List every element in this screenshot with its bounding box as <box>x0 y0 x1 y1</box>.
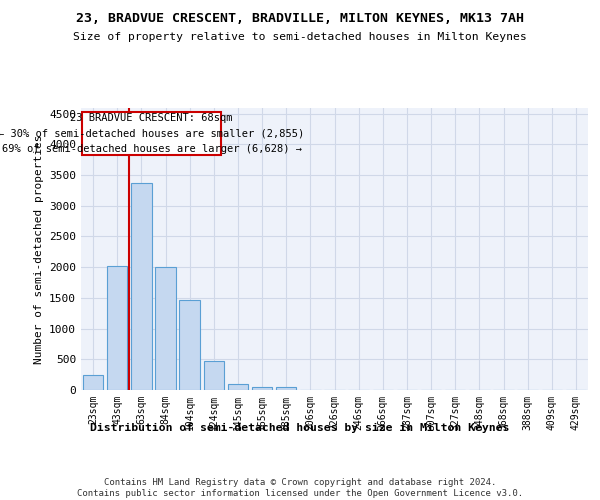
Bar <box>227 384 248 390</box>
Bar <box>83 374 103 390</box>
Y-axis label: Number of semi-detached properties: Number of semi-detached properties <box>34 134 44 364</box>
Text: 23 BRADVUE CRESCENT: 68sqm
← 30% of semi-detached houses are smaller (2,855)
69%: 23 BRADVUE CRESCENT: 68sqm ← 30% of semi… <box>0 113 305 154</box>
Bar <box>252 386 272 390</box>
FancyBboxPatch shape <box>82 112 221 156</box>
Bar <box>155 266 176 390</box>
Bar <box>203 361 224 390</box>
Text: 23, BRADVUE CRESCENT, BRADVILLE, MILTON KEYNES, MK13 7AH: 23, BRADVUE CRESCENT, BRADVILLE, MILTON … <box>76 12 524 26</box>
Text: Distribution of semi-detached houses by size in Milton Keynes: Distribution of semi-detached houses by … <box>91 422 509 432</box>
Text: Contains HM Land Registry data © Crown copyright and database right 2024.
Contai: Contains HM Land Registry data © Crown c… <box>77 478 523 498</box>
Bar <box>276 387 296 390</box>
Bar <box>179 300 200 390</box>
Bar <box>107 266 127 390</box>
Text: Size of property relative to semi-detached houses in Milton Keynes: Size of property relative to semi-detach… <box>73 32 527 42</box>
Bar <box>131 182 152 390</box>
